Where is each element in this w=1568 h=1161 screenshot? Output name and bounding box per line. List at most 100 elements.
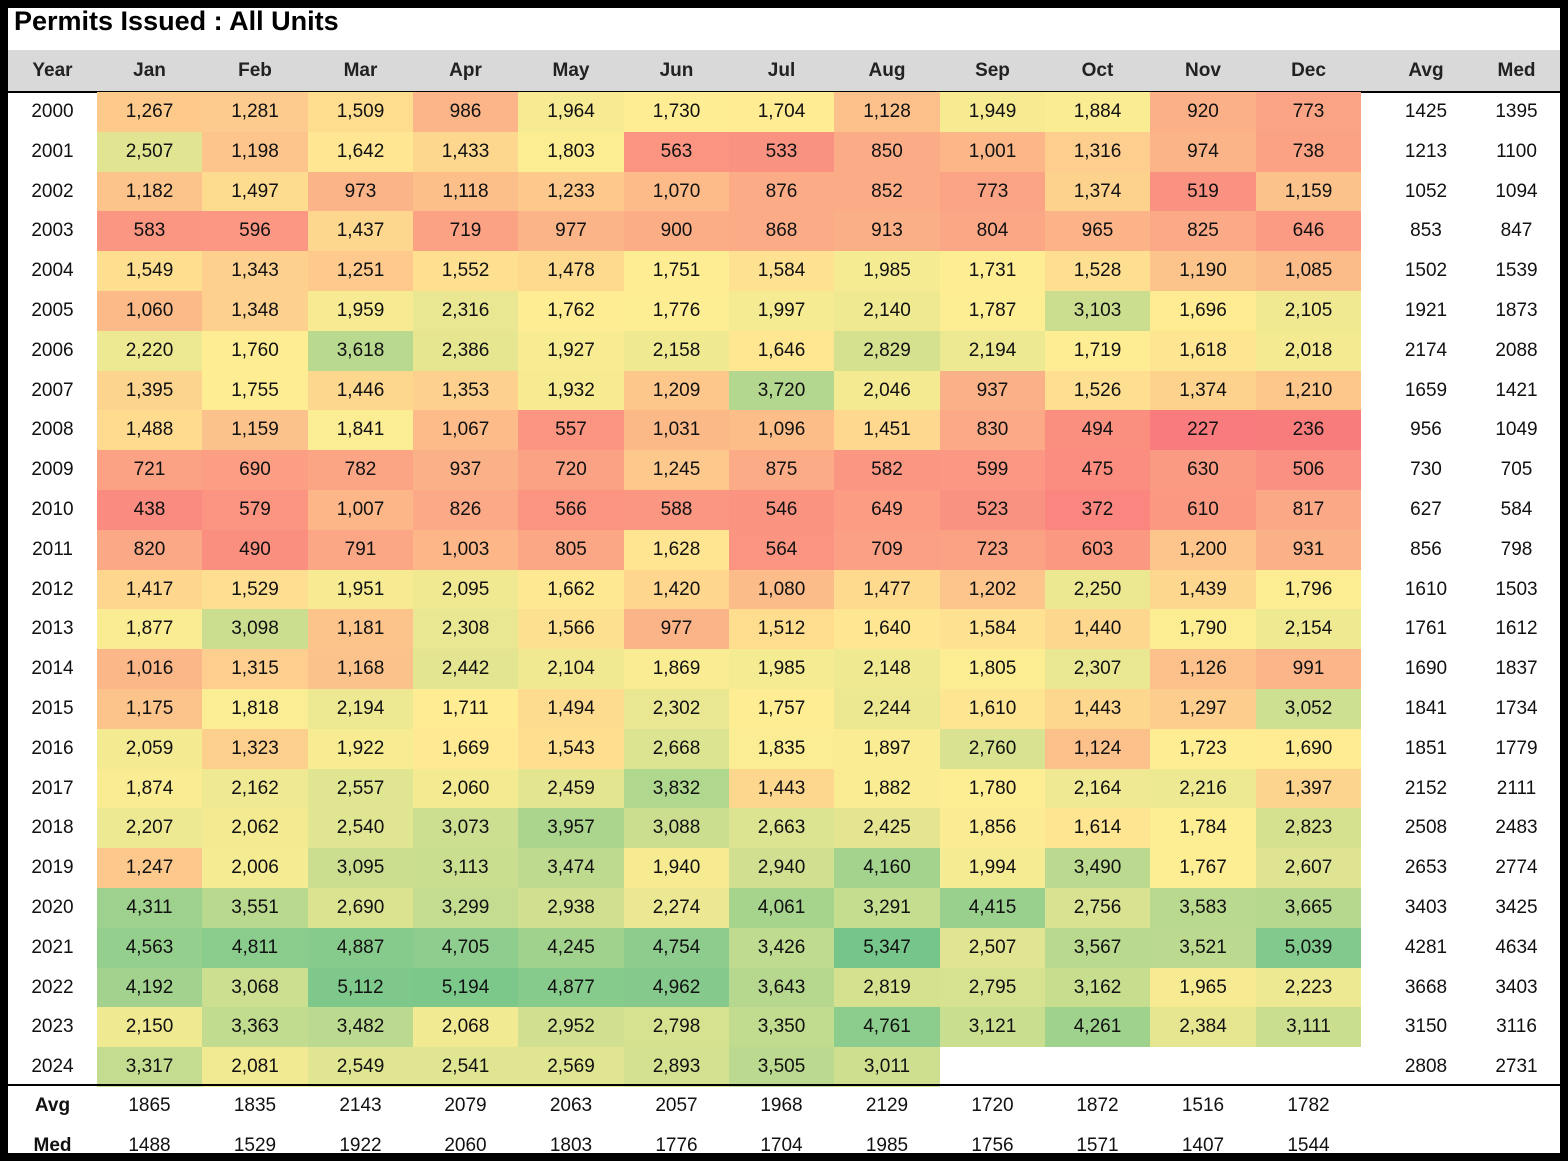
column-header-mar: Mar: [343, 60, 378, 81]
table-row: 2008 1,488 1,159 1,841 1,067 557 1,031 1,096 1,4…: [8, 410, 1560, 451]
heatmap-cell: 2,140: [834, 291, 940, 331]
row-avg-cell: 3403: [1404, 897, 1448, 918]
heatmap-cell: 1,016: [97, 649, 202, 690]
heatmap-cell: 723: [940, 529, 1045, 570]
heatmap-cell: 805: [518, 529, 624, 570]
heatmap-cell: 2,668: [624, 728, 729, 769]
heatmap-cell: 2,018: [1256, 330, 1361, 371]
heatmap-cell: 2,194: [308, 689, 413, 729]
footer-cell: 2057: [655, 1095, 698, 1116]
table-row: 2018 2,207 2,062 2,540 3,073 3,957 3,088 2,663 2…: [8, 808, 1560, 849]
heatmap-cell: 1,869: [624, 649, 729, 690]
heatmap-cell: 3,720: [729, 370, 834, 411]
heatmap-cell: 1,001: [940, 131, 1045, 172]
year-cell: 2020: [31, 897, 74, 918]
footer-cell: 2143: [339, 1095, 382, 1116]
heatmap-cell: 2,952: [518, 1007, 624, 1048]
heatmap-cell: 4,160: [834, 848, 940, 889]
heatmap-cell: 227: [1150, 410, 1256, 451]
row-med-cell: 1395: [1495, 101, 1538, 122]
heatmap-cell: 1,080: [729, 569, 834, 610]
heatmap-cell: 4,887: [308, 927, 413, 968]
year-cell: 2008: [31, 419, 74, 441]
heatmap-cell: 2,220: [97, 330, 202, 371]
row-med-cell: 798: [1500, 538, 1533, 560]
heatmap-cell: 1,420: [624, 569, 729, 610]
heatmap-cell: 2,459: [518, 768, 624, 809]
heatmap-cell: 1,198: [202, 131, 308, 172]
heatmap-cell: 1,640: [834, 609, 940, 650]
heatmap-cell: 1,690: [1256, 728, 1361, 769]
heatmap-cell: 1,751: [624, 251, 729, 292]
heatmap-cell: 2,162: [202, 768, 308, 809]
row-med-cell: 1837: [1495, 658, 1538, 680]
heatmap-cell: 3,521: [1150, 927, 1256, 968]
heatmap-cell: 4,261: [1045, 1007, 1150, 1048]
heatmap-cell: 1,566: [518, 609, 624, 650]
table-row: 2011 820 490 791 1,003 805 1,628 564 709 723 603 1,…: [8, 529, 1560, 570]
heatmap-cell: 773: [1256, 92, 1361, 132]
heatmap-cell: 596: [202, 211, 308, 252]
heatmap-cell: 1,985: [729, 649, 834, 690]
row-avg-cell: 1052: [1404, 180, 1448, 202]
table-row: 2015 1,175 1,818 2,194 1,711 1,494 2,302 1,757 2…: [8, 689, 1560, 729]
column-header-avg: Avg: [1408, 60, 1444, 81]
heatmap-cell: 3,505: [729, 1047, 834, 1088]
footer-cell: 1529: [233, 1134, 277, 1153]
heatmap-cell: 2,940: [729, 848, 834, 889]
heatmap-cell: 1,118: [413, 171, 518, 212]
heatmap-cell: 1,584: [729, 251, 834, 292]
heatmap-cell: 1,669: [413, 728, 518, 769]
heatmap-cell: 1,618: [1150, 330, 1256, 371]
heatmap-cell: 1,443: [1045, 689, 1150, 729]
heatmap-cell: 2,274: [624, 888, 729, 928]
heatmap-cell: 2,760: [940, 728, 1045, 769]
heatmap-cell: 1,723: [1150, 728, 1256, 769]
heatmap-cell: 825: [1150, 211, 1256, 252]
table-row: 2003 583 596 1,437 719 977 900 868 913 804 965 825 6…: [8, 211, 1560, 252]
heatmap-cell: 4,811: [202, 927, 308, 968]
heatmap-cell: 1,512: [729, 609, 834, 650]
heatmap-cell: 3,073: [413, 808, 518, 849]
heatmap-cell: 3,583: [1150, 888, 1256, 928]
heatmap-cell: 1,297: [1150, 689, 1256, 729]
footer-cell: 1704: [760, 1134, 803, 1153]
heatmap-cell: 2,250: [1045, 569, 1150, 610]
row-med-cell: 2483: [1495, 817, 1538, 839]
heatmap-cell: 2,216: [1150, 768, 1256, 809]
column-header-may: May: [552, 60, 590, 81]
heatmap-cell: 804: [940, 211, 1045, 252]
heatmap-cell: 3,490: [1045, 848, 1150, 889]
table-row: 2006 2,220 1,760 3,618 2,386 1,927 2,158 1,646 2…: [8, 330, 1560, 371]
row-med-cell: 3425: [1495, 897, 1538, 918]
heatmap-cell: 1,168: [308, 649, 413, 690]
heatmap-cell: 830: [940, 410, 1045, 451]
row-med-cell: 705: [1500, 459, 1533, 481]
row-avg-cell: 2508: [1404, 817, 1448, 839]
heatmap-cell: 931: [1256, 529, 1361, 570]
heatmap-cell: 2,823: [1256, 808, 1361, 849]
heatmap-cell: 1,374: [1045, 171, 1150, 212]
table-row: 2000 1,267 1,281 1,509 986 1,964 1,730 1,704 1,1…: [8, 92, 1560, 132]
heatmap-cell: 1,922: [308, 728, 413, 769]
heatmap-cell: 1,730: [624, 92, 729, 132]
table-row: 2012 1,417 1,529 1,951 2,095 1,662 1,420 1,080 1…: [8, 569, 1560, 610]
row-med-cell: 584: [1500, 499, 1533, 520]
heatmap-cell: 3,551: [202, 888, 308, 928]
heatmap-cell: 5,347: [834, 927, 940, 968]
heatmap-cell: 506: [1256, 450, 1361, 491]
heatmap-cell: 2,507: [97, 131, 202, 172]
heatmap-cell: 2,507: [940, 927, 1045, 968]
heatmap-cell: 3,363: [202, 1007, 308, 1048]
heatmap-cell: 610: [1150, 490, 1256, 530]
year-cell: 2005: [31, 300, 74, 321]
row-med-cell: 1734: [1495, 698, 1538, 719]
heatmap-cell: 1,439: [1150, 569, 1256, 610]
year-cell: 2017: [31, 777, 74, 799]
footer-cell: 1488: [128, 1134, 171, 1153]
row-med-cell: 1503: [1495, 578, 1538, 600]
column-header-oct: Oct: [1081, 60, 1114, 81]
heatmap-cell: 1,552: [413, 251, 518, 292]
row-avg-cell: 1425: [1404, 101, 1448, 122]
heatmap-cell: 782: [308, 450, 413, 491]
